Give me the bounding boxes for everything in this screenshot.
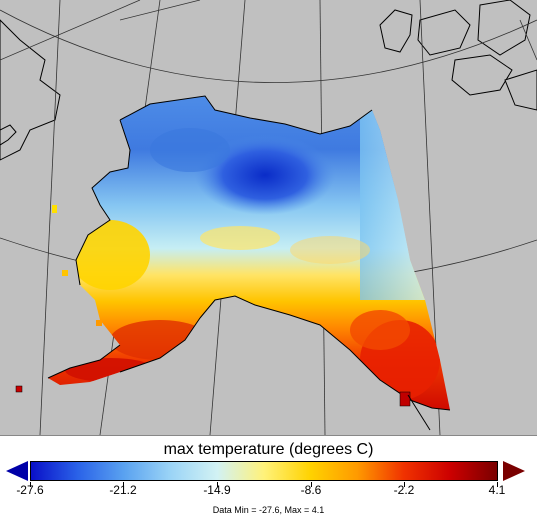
colorbar-low-arrow-icon (6, 461, 28, 481)
temperature-field (48, 96, 450, 410)
colorbar-tick-label: -8.6 (300, 483, 322, 497)
colorbar-tick (30, 482, 31, 487)
colorbar-tick-label: -21.2 (109, 483, 137, 497)
colorbar-tick (217, 482, 218, 487)
colorbar-tick (404, 482, 405, 487)
colorbar-tick-label: 4.1 (488, 483, 506, 497)
map-panel (0, 0, 537, 436)
colorbar-tick (311, 482, 312, 487)
legend-title: max temperature (degrees C) (163, 441, 374, 458)
colorbar-tick (497, 482, 498, 487)
colorbar-tick-label: -2.2 (393, 483, 415, 497)
colorbar (30, 461, 498, 481)
alaska-map (0, 0, 537, 435)
colorbar-tick-label: -14.9 (203, 483, 231, 497)
chukotka-coastline (0, 19, 61, 161)
colorbar-tick (123, 482, 124, 487)
colorbar-high-arrow-icon (503, 461, 525, 481)
data-range-text: Data Min = -27.6, Max = 4.1 (212, 505, 325, 515)
coastline-map (47, 95, 451, 411)
colorbar-tick-label: -27.6 (16, 483, 44, 497)
